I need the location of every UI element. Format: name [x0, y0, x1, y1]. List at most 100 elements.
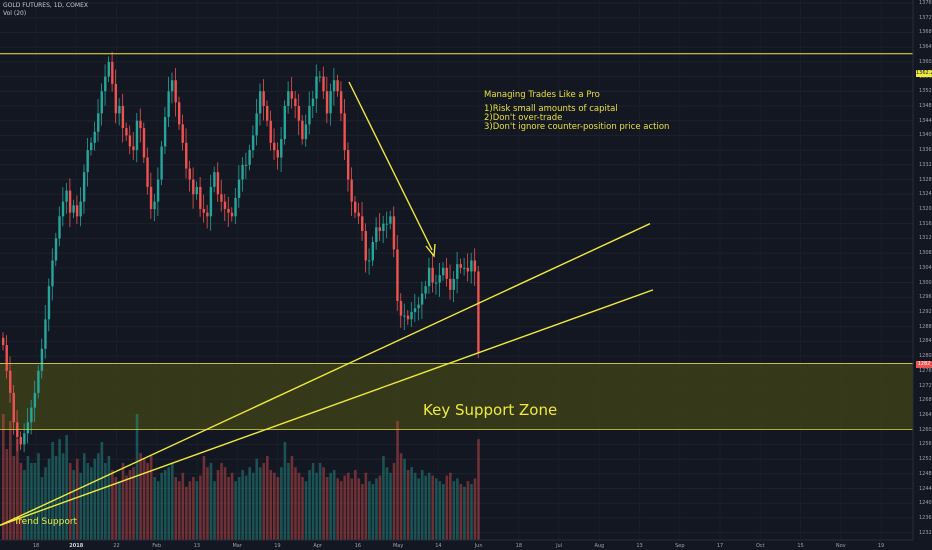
price-tick-label: 1276.0: [919, 367, 932, 374]
candle-body: [442, 267, 445, 276]
volume-bar: [82, 453, 86, 540]
price-tick-label: 1308.0: [919, 250, 932, 257]
volume-bar: [156, 481, 160, 540]
volume-bar: [216, 470, 220, 540]
price-tick-label: 1280.0: [919, 353, 932, 360]
volume-bar: [244, 475, 248, 540]
candle-body: [174, 80, 177, 103]
time-tick-label: Oct: [755, 543, 765, 549]
candle-body: [248, 150, 251, 165]
candle-body: [237, 179, 241, 198]
volume-bar: [449, 472, 452, 540]
volume-bar: [58, 439, 61, 540]
candle-body: [82, 172, 86, 202]
candle-body: [392, 216, 396, 250]
candle-body: [97, 113, 100, 132]
annotation-point-2: 2)Don't over-trade: [484, 113, 563, 123]
volume-bar: [185, 486, 188, 540]
candle-body: [463, 267, 466, 269]
candle-body: [280, 139, 283, 158]
volume-bar: [273, 472, 276, 540]
volume-bar: [339, 481, 343, 540]
candle-body: [9, 370, 12, 393]
candle-body: [23, 433, 26, 445]
volume-bar: [368, 481, 371, 540]
volume-bar: [255, 458, 259, 540]
candle-body: [156, 179, 160, 202]
candle-body: [178, 102, 181, 125]
candle-body: [47, 286, 51, 320]
candle-body: [93, 131, 96, 143]
price-tick-label: 1376.0: [919, 0, 932, 6]
volume-bar: [251, 472, 255, 540]
candle-body: [135, 120, 139, 151]
volume-bar: [135, 414, 139, 540]
candle-body: [90, 142, 93, 151]
candle-body: [30, 407, 33, 423]
volume-bar: [389, 472, 392, 540]
candle-body: [410, 311, 413, 320]
candle-body: [251, 135, 255, 151]
candle-body: [413, 308, 417, 312]
price-tick-label: 1312.0: [919, 235, 932, 242]
volume-bar: [26, 456, 30, 540]
volume-bar: [434, 478, 438, 540]
volume-bar: [287, 463, 290, 540]
volume-bar: [75, 458, 79, 540]
price-tick-label: 1236.0: [919, 514, 932, 521]
volume-bar: [343, 475, 347, 540]
candle-body: [195, 186, 198, 195]
candle-body: [434, 282, 438, 284]
candle-body: [125, 128, 128, 136]
price-tick-label: 1372.0: [919, 14, 932, 21]
volume-bar: [174, 477, 178, 540]
volume-bar: [378, 475, 382, 540]
candle-body: [206, 212, 209, 217]
volume-bar: [315, 472, 318, 540]
candle-body: [209, 186, 213, 217]
volume-bar: [37, 453, 40, 540]
price-tick-label: 1300.0: [919, 279, 932, 286]
candle-body: [336, 80, 339, 92]
candle-body: [262, 91, 265, 106]
volume-bar: [149, 456, 153, 540]
volume-bar: [199, 475, 202, 540]
price-tick-label: 1352.0: [919, 88, 932, 95]
volume-bar: [406, 470, 410, 540]
candle-body: [223, 201, 227, 209]
volume-bar: [118, 481, 121, 540]
candle-body: [304, 124, 308, 140]
volume-bar: [114, 477, 118, 540]
candlesticks: [2, 51, 480, 453]
time-tick-label: 17: [716, 543, 724, 549]
volume-bar: [107, 456, 111, 540]
candle-body: [44, 319, 47, 349]
candle-body: [132, 146, 135, 151]
volume-bar: [413, 472, 417, 540]
volume-bar: [5, 449, 9, 540]
candle-body: [361, 216, 364, 232]
candle-body: [114, 83, 118, 114]
candle-body: [466, 267, 470, 272]
time-tick-label: 14: [435, 543, 442, 549]
candle-body: [294, 98, 297, 106]
candle-body: [449, 278, 452, 290]
candle-body: [213, 172, 216, 187]
price-tick-label: 1304.0: [919, 264, 932, 271]
volume-bar: [354, 470, 357, 540]
volume-bar: [318, 463, 322, 540]
price-tick-label: 1240.0: [919, 500, 932, 507]
volume-bar: [420, 470, 424, 540]
price-tick-label: 1360.0: [919, 58, 932, 65]
time-tick-label: 18: [515, 543, 523, 549]
volume-bar: [445, 475, 449, 540]
candle-body: [431, 267, 434, 283]
volume-indicator-label[interactable]: Vol (20): [3, 10, 27, 17]
volume-bar: [2, 414, 5, 540]
price-tick-label: 1292.0: [919, 308, 932, 315]
candle-body: [371, 242, 374, 261]
volume-bar: [237, 477, 241, 540]
trend-support-label: Trend Support: [14, 517, 78, 527]
volume-bar: [234, 481, 237, 540]
